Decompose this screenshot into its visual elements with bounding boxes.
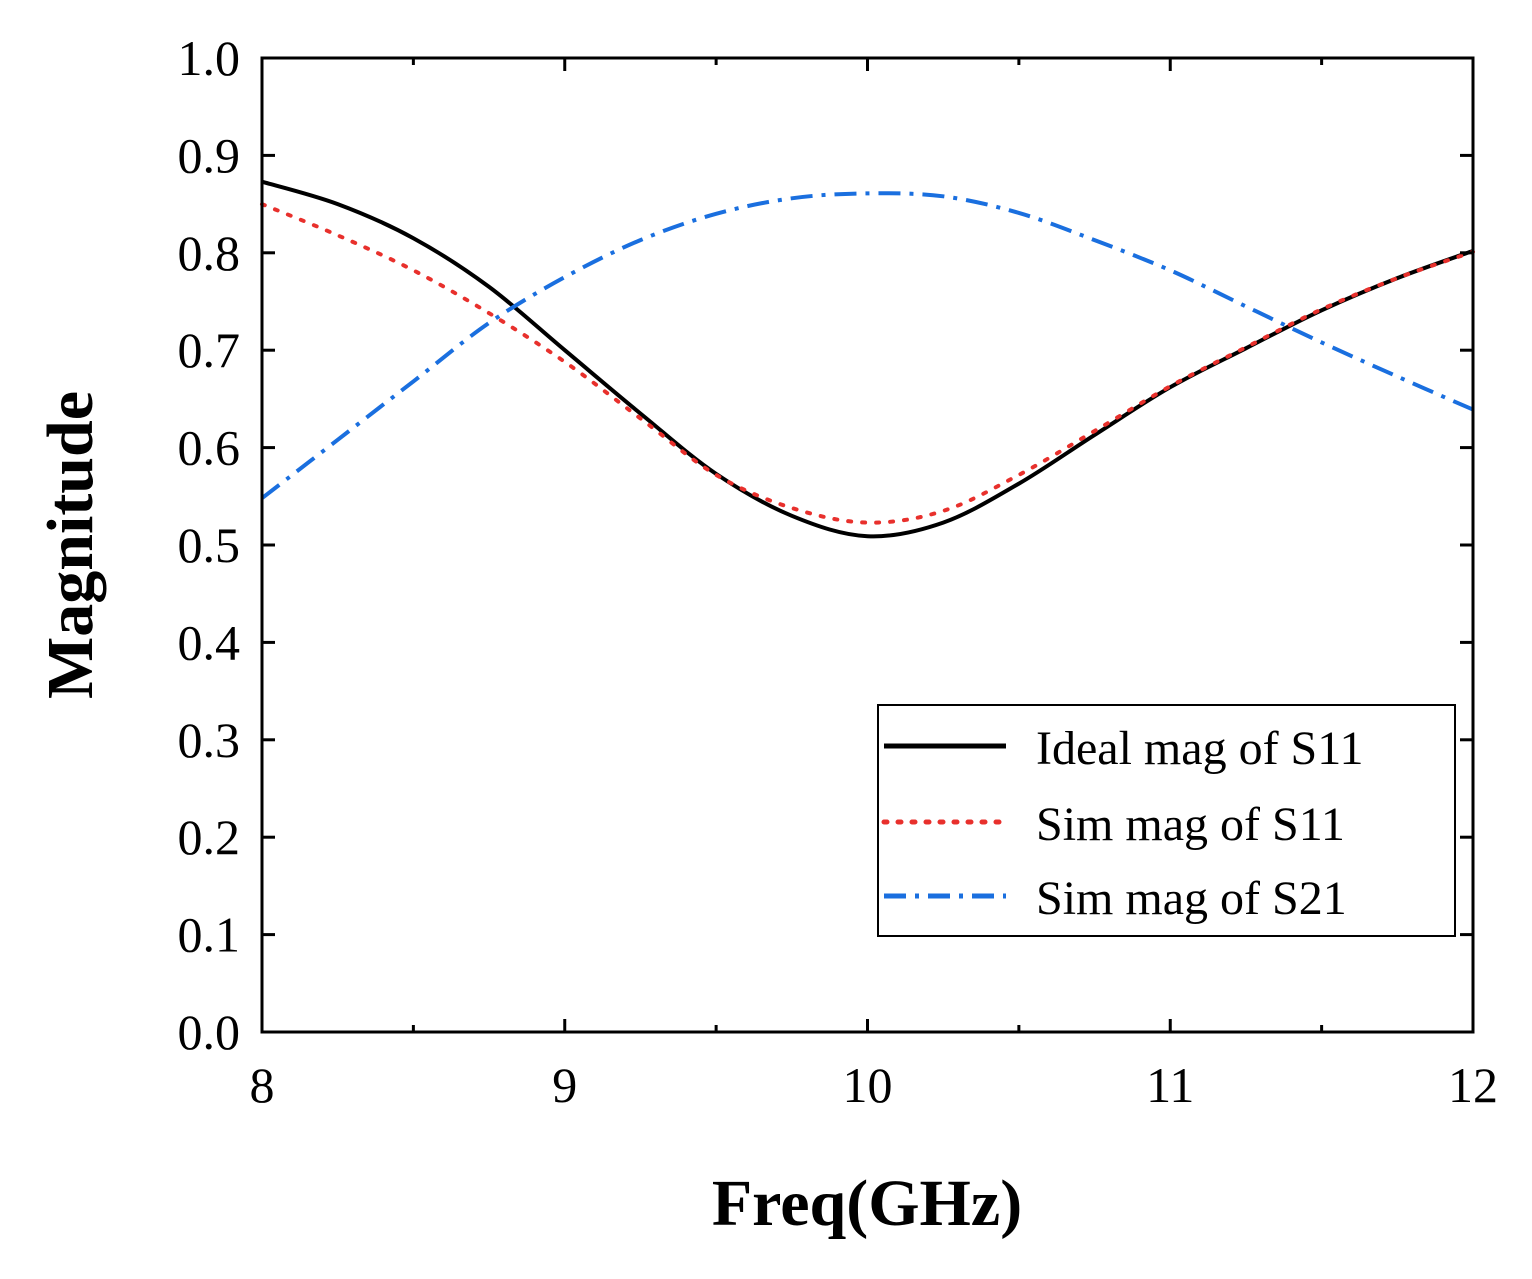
y-tick-label: 0.1 bbox=[178, 907, 241, 963]
legend-label-ideal-s11: Ideal mag of S11 bbox=[1036, 722, 1363, 775]
x-tick-label: 12 bbox=[1448, 1057, 1498, 1113]
series-line-sim-mag-of-s11 bbox=[260, 202, 1475, 525]
x-tick-label: 8 bbox=[250, 1057, 275, 1113]
y-tick-label: 0.3 bbox=[178, 712, 241, 768]
series-line-sim-mag-of-s21 bbox=[260, 191, 1474, 500]
legend: Ideal mag of S11 Sim mag of S11 Sim mag … bbox=[877, 704, 1456, 937]
y-tick-label: 0.6 bbox=[178, 420, 241, 476]
series-layer bbox=[260, 179, 1475, 539]
legend-label-sim-s11: Sim mag of S11 bbox=[1036, 798, 1345, 851]
y-axis-title: Magnitude bbox=[34, 391, 107, 699]
x-tick-label: 10 bbox=[843, 1057, 893, 1113]
y-tick-label: 0.4 bbox=[178, 614, 241, 670]
legend-label-sim-s21: Sim mag of S21 bbox=[1036, 872, 1347, 925]
x-axis-title: Freq(GHz) bbox=[712, 1167, 1022, 1240]
y-tick-label: 0.5 bbox=[178, 517, 241, 573]
x-tick-label: 9 bbox=[552, 1057, 577, 1113]
y-tick-label: 0.2 bbox=[178, 809, 241, 865]
y-tick-label: 0.8 bbox=[178, 225, 241, 281]
y-tick-label: 0.0 bbox=[178, 1004, 241, 1060]
tick-labels-layer: 8 9 10 11 12 0.0 0.1 0.2 0.3 0.4 0.5 0.6 0.7 0.8 0.9 1.… bbox=[178, 30, 1499, 1113]
y-tick-label: 0.7 bbox=[178, 322, 241, 378]
x-tick-label: 11 bbox=[1146, 1057, 1194, 1113]
ticks-layer bbox=[260, 56, 1475, 1034]
y-tick-label: 0.9 bbox=[178, 127, 241, 183]
y-tick-label: 1.0 bbox=[178, 30, 241, 86]
